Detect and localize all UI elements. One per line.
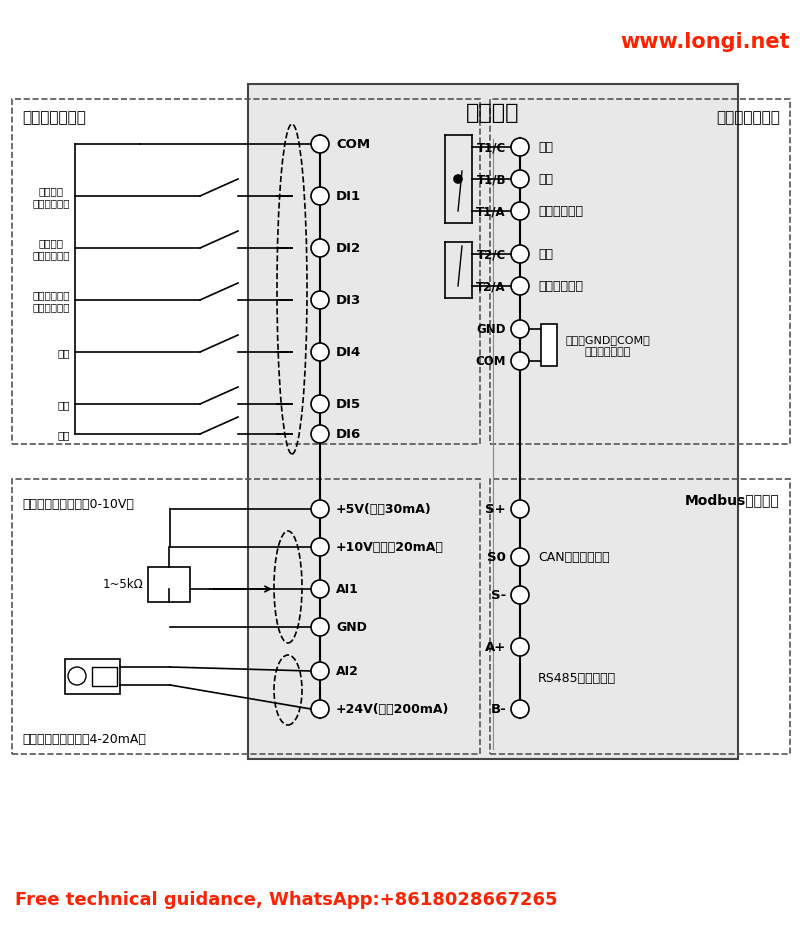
Circle shape xyxy=(511,638,529,656)
Text: S0: S0 xyxy=(487,551,506,564)
Text: 备用: 备用 xyxy=(58,347,70,358)
Bar xyxy=(248,85,738,759)
Circle shape xyxy=(311,618,329,636)
Text: T1/A: T1/A xyxy=(476,205,506,218)
Circle shape xyxy=(511,321,529,339)
Text: 数字量输出端子: 数字量输出端子 xyxy=(716,110,780,126)
Circle shape xyxy=(511,203,529,221)
Text: T1/B: T1/B xyxy=(477,174,506,186)
Text: DI6: DI6 xyxy=(336,428,362,441)
Text: RS485上位机通讯: RS485上位机通讯 xyxy=(538,672,616,684)
Circle shape xyxy=(511,139,529,157)
Text: T2/C: T2/C xyxy=(477,248,506,261)
Circle shape xyxy=(511,586,529,604)
Text: 维电器公共端: 维电器公共端 xyxy=(538,280,583,294)
Circle shape xyxy=(311,136,329,154)
Text: 备用: 备用 xyxy=(58,430,70,440)
Circle shape xyxy=(511,171,529,189)
Text: 电压型传感器输入（0-10V）: 电压型传感器输入（0-10V） xyxy=(22,498,134,511)
Text: DI3: DI3 xyxy=(336,295,362,307)
Circle shape xyxy=(311,663,329,681)
Text: +5V(最大30mA): +5V(最大30mA) xyxy=(336,503,432,516)
Text: AI2: AI2 xyxy=(336,665,359,678)
Text: 1~5kΩ: 1~5kΩ xyxy=(102,578,143,591)
Circle shape xyxy=(311,188,329,206)
Circle shape xyxy=(511,548,529,566)
Text: DI4: DI4 xyxy=(336,346,362,359)
Text: GND: GND xyxy=(336,621,367,633)
Text: COM: COM xyxy=(475,355,506,368)
Text: 紧急缺水输入
（出厂设置）: 紧急缺水输入 （出厂设置） xyxy=(33,290,70,312)
Circle shape xyxy=(511,500,529,518)
Text: 出厂时GND与COM之
间有短接片连接: 出厂时GND与COM之 间有短接片连接 xyxy=(565,335,650,357)
Bar xyxy=(65,659,120,694)
Circle shape xyxy=(511,245,529,263)
Text: 备用: 备用 xyxy=(58,399,70,410)
Text: GND: GND xyxy=(477,323,506,336)
Bar xyxy=(12,100,480,445)
Text: 外部缺水
（出厂设置）: 外部缺水 （出厂设置） xyxy=(33,238,70,260)
Circle shape xyxy=(511,353,529,371)
Bar xyxy=(148,567,190,602)
Circle shape xyxy=(311,344,329,362)
Circle shape xyxy=(454,176,462,184)
Circle shape xyxy=(311,426,329,444)
Text: CAN组网通讯端子: CAN组网通讯端子 xyxy=(538,551,610,564)
Text: 常闭: 常闭 xyxy=(538,174,553,186)
Text: A+: A+ xyxy=(485,641,506,654)
Circle shape xyxy=(511,278,529,295)
Text: DI5: DI5 xyxy=(336,398,361,411)
Text: 正转运行
（出厂设置）: 正转运行 （出厂设置） xyxy=(33,186,70,208)
Text: DI1: DI1 xyxy=(336,191,361,203)
Circle shape xyxy=(311,538,329,556)
Text: AI1: AI1 xyxy=(336,582,359,596)
Text: DI2: DI2 xyxy=(336,243,361,255)
Text: +24V(最大200mA): +24V(最大200mA) xyxy=(336,702,450,716)
Text: T1/C: T1/C xyxy=(477,142,506,154)
Text: Modbus通讯端子: Modbus通讯端子 xyxy=(686,493,780,507)
Circle shape xyxy=(311,240,329,258)
Circle shape xyxy=(311,700,329,718)
Text: T2/A: T2/A xyxy=(476,280,506,294)
Text: 控制电路: 控制电路 xyxy=(466,103,520,123)
Polygon shape xyxy=(541,325,557,366)
Text: www.longi.net: www.longi.net xyxy=(620,32,790,52)
Circle shape xyxy=(311,500,329,518)
Circle shape xyxy=(511,700,529,718)
Bar xyxy=(12,480,480,754)
Bar xyxy=(490,480,790,754)
Text: 维电器公共端: 维电器公共端 xyxy=(538,205,583,218)
Text: 电流型传感器输入（4-20mA）: 电流型传感器输入（4-20mA） xyxy=(22,733,146,746)
Circle shape xyxy=(311,396,329,413)
Text: COM: COM xyxy=(336,139,370,151)
Text: 常开: 常开 xyxy=(538,142,553,154)
Text: 数字量输入端子: 数字量输入端子 xyxy=(22,110,86,126)
Text: 常开: 常开 xyxy=(538,248,553,261)
Bar xyxy=(92,667,117,686)
Circle shape xyxy=(68,667,86,685)
Text: B-: B- xyxy=(490,702,506,716)
Text: S+: S+ xyxy=(486,503,506,516)
Bar xyxy=(490,100,790,445)
Circle shape xyxy=(311,581,329,598)
Text: +10V（最大20mA）: +10V（最大20mA） xyxy=(336,541,444,554)
Text: Free technical guidance, WhatsApp:+8618028667265: Free technical guidance, WhatsApp:+86180… xyxy=(15,890,558,908)
Text: S-: S- xyxy=(490,589,506,602)
Circle shape xyxy=(311,292,329,310)
